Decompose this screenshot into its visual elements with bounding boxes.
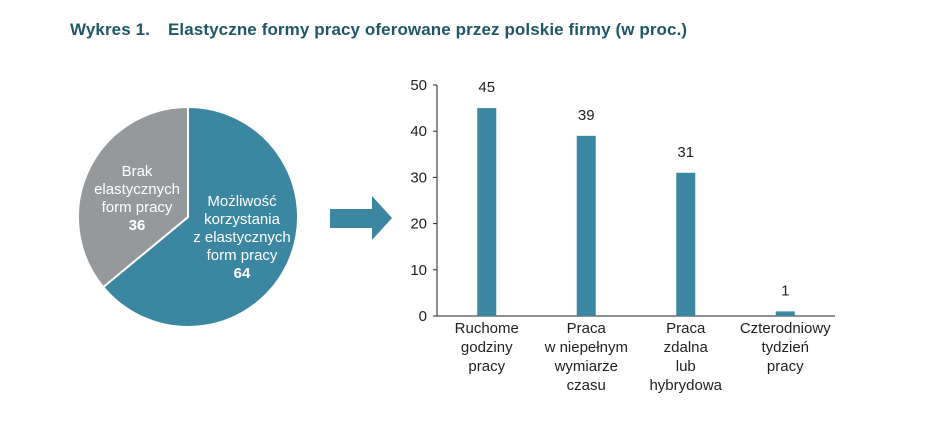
y-tick-label: 50	[410, 77, 427, 94]
chart-title: Wykres 1. Elastyczne formy pracy oferowan…	[70, 20, 687, 40]
pie-slice-label: Brak	[122, 163, 153, 180]
bar-chart: 0 10 20 30 40 50 45 Ruchome godziny pracy 39 Praca w…	[410, 77, 835, 394]
bar	[477, 108, 497, 316]
x-category-label: czasu	[567, 377, 606, 394]
pie-slice	[77, 105, 189, 289]
bar	[576, 135, 596, 316]
y-tick-label: 10	[410, 262, 427, 279]
x-category-label: Czterodniowy	[740, 320, 831, 337]
x-category-label: tydzień	[761, 339, 809, 356]
pie-slice-value: 36	[129, 217, 146, 234]
arrow-shape	[330, 196, 392, 240]
x-category-label: lub	[676, 358, 696, 375]
x-category-label: Praca	[666, 320, 706, 337]
pie-slice-value: 64	[234, 265, 251, 282]
pie-slice-label: elastycznych	[94, 181, 180, 198]
bar	[676, 172, 696, 316]
x-category-label: w niepełnym	[544, 339, 628, 356]
x-category-label: hybrydowa	[649, 377, 722, 394]
x-category-label: zdalna	[664, 339, 709, 356]
bar-data-label: 31	[677, 144, 694, 161]
x-category-label: pracy	[468, 358, 505, 375]
x-category-label: wymiarze	[554, 358, 618, 375]
x-category-label: Ruchome	[455, 320, 519, 337]
pie-slice-label: form pracy	[102, 199, 173, 216]
bar-data-label: 39	[578, 107, 595, 124]
y-tick-label: 20	[410, 216, 427, 233]
x-category-label: godziny	[461, 339, 513, 356]
pie-slice-label: Możliwość	[207, 193, 277, 210]
bar-data-label: 1	[781, 282, 789, 299]
figure-caption: Elastyczne formy pracy oferowane przez p…	[167, 20, 688, 39]
bar-data-label: 45	[478, 79, 495, 96]
pie-slice-label: form pracy	[207, 247, 278, 264]
arrow-icon	[330, 196, 392, 240]
pie-slice	[101, 105, 299, 328]
x-category-label: pracy	[767, 358, 804, 375]
y-tick-label: 40	[410, 123, 427, 140]
bar	[775, 311, 795, 316]
x-category-label: Praca	[567, 320, 607, 337]
pie-slice-label: z elastycznych	[193, 229, 291, 246]
y-tick-label: 0	[419, 308, 427, 325]
y-tick-label: 30	[410, 169, 427, 186]
figure-number: Wykres 1.	[70, 20, 150, 39]
pie-slice-label: korzystania	[204, 211, 281, 228]
